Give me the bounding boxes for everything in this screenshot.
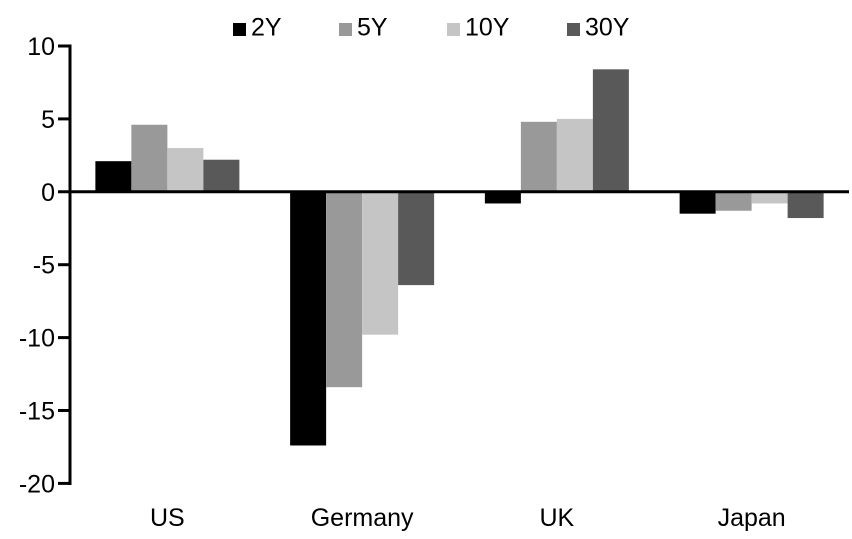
y-tick-label: 10	[27, 33, 55, 61]
bar-japan-2y	[679, 191, 716, 214]
y-tick-label: -15	[19, 398, 55, 426]
y-tick-label: -5	[33, 252, 55, 280]
bar-us-2y	[95, 161, 132, 192]
legend-label-5y: 5Y	[357, 14, 388, 42]
bar-us-30y	[203, 159, 240, 192]
legend-swatch-10y	[447, 23, 460, 36]
bar-us-10y	[167, 148, 204, 192]
y-tick-label: -20	[19, 470, 55, 498]
bar-us-5y	[131, 124, 168, 192]
y-tick-label: 5	[41, 106, 55, 134]
bar-japan-5y	[715, 191, 752, 211]
bar-japan-10y	[751, 191, 788, 204]
legend-swatch-5y	[339, 23, 352, 36]
bar-germany-5y	[326, 191, 363, 388]
legend-swatch-2y	[233, 23, 246, 36]
legend-label-2y: 2Y	[251, 14, 282, 42]
bar-uk-10y	[556, 118, 593, 192]
y-tick-label: 0	[41, 179, 55, 207]
bar-japan-30y	[787, 191, 824, 219]
bar-germany-10y	[362, 191, 399, 335]
bar-uk-2y	[484, 191, 521, 204]
x-category-label-germany: Germany	[311, 504, 414, 532]
bar-germany-30y	[398, 191, 435, 286]
y-tick-label: -10	[19, 325, 55, 353]
x-category-label-uk: UK	[540, 504, 575, 532]
x-category-label-japan: Japan	[718, 504, 786, 532]
bar-uk-5y	[520, 121, 557, 192]
bar-uk-30y	[592, 69, 629, 192]
legend-swatch-30y	[567, 23, 580, 36]
legend-label-30y: 30Y	[585, 14, 630, 42]
x-category-label-us: US	[150, 504, 185, 532]
legend-label-10y: 10Y	[465, 14, 510, 42]
bar-germany-2y	[290, 191, 327, 446]
